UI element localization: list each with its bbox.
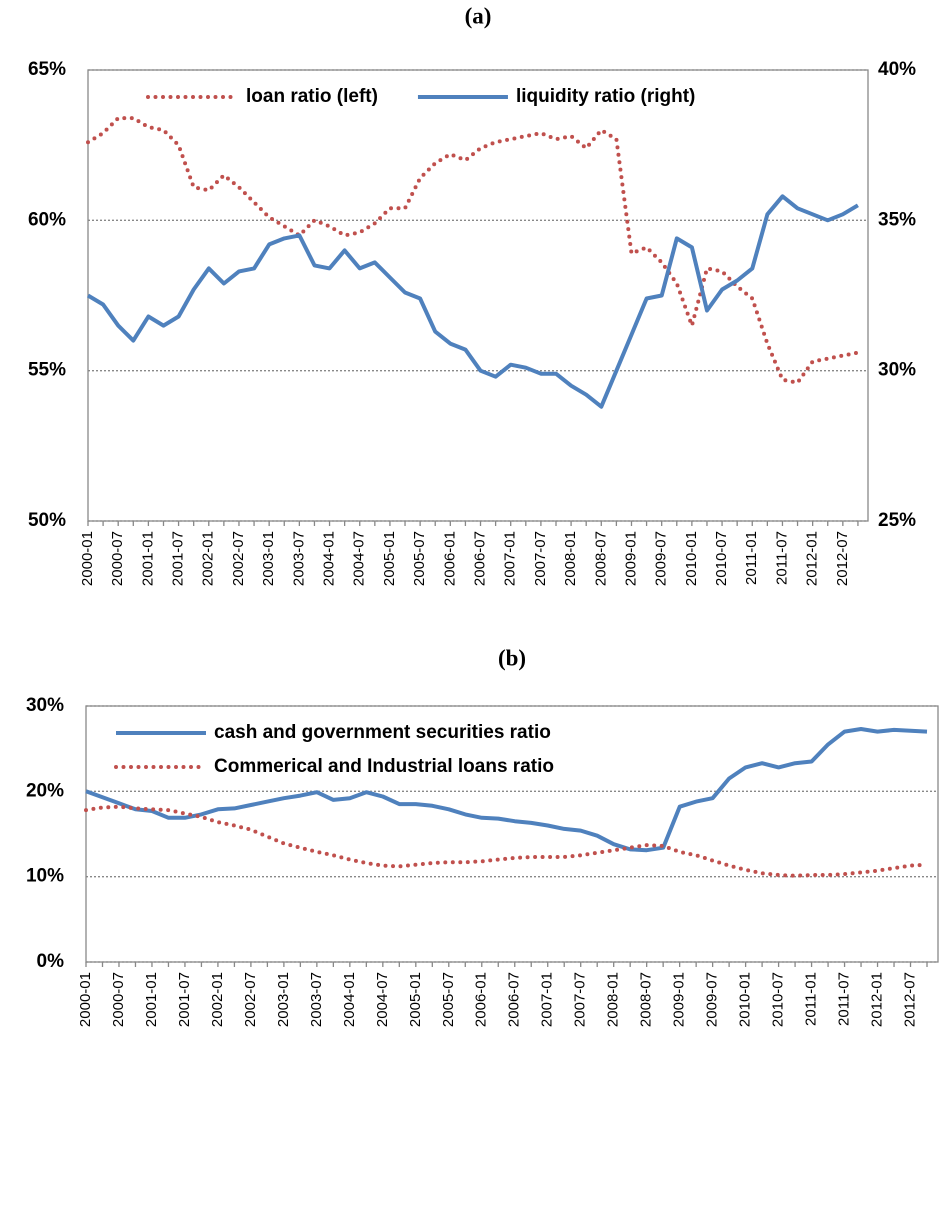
legend-label: liquidity ratio (right) (516, 86, 695, 107)
x-tick-label: 2000-01 (77, 972, 94, 1027)
x-tick-label: 2009-07 (653, 531, 670, 586)
legend-label: loan ratio (left) (246, 86, 378, 107)
x-tick-label: 2012-07 (834, 531, 851, 586)
x-tick-label: 2002-01 (209, 972, 226, 1027)
legend-label: Commerical and Industrial loans ratio (214, 756, 554, 777)
x-tick-label: 2004-01 (341, 972, 358, 1027)
x-tick-label: 2009-01 (671, 972, 688, 1027)
y2-tick-label: 30% (878, 360, 916, 381)
x-tick-label: 2007-07 (572, 972, 589, 1027)
x-tick-label: 2012-07 (901, 972, 918, 1027)
x-tick-label: 2010-01 (737, 972, 754, 1027)
series-line (85, 727, 928, 853)
x-tick-label: 2003-01 (275, 972, 292, 1027)
x-tick-label: 2005-01 (381, 531, 398, 586)
x-tick-label: 2001-01 (143, 972, 160, 1027)
x-tick-label: 2006-07 (506, 972, 523, 1027)
x-tick-label: 2010-07 (713, 531, 730, 586)
x-tick-label: 2011-07 (773, 531, 790, 585)
x-tick-label: 2008-01 (562, 531, 579, 586)
x-tick-label: 2007-07 (532, 531, 549, 586)
x-tick-label: 2001-01 (139, 531, 156, 586)
chart-title: (a) (465, 3, 492, 28)
x-tick-label: 2002-07 (242, 972, 259, 1027)
legend-label: cash and government securities ratio (214, 722, 551, 743)
x-tick-label: 2006-01 (473, 972, 490, 1027)
y-tick-label: 20% (26, 780, 64, 801)
series-line (84, 804, 929, 878)
x-tick-label: 2003-07 (290, 531, 307, 586)
x-tick-label: 2009-07 (704, 972, 721, 1027)
x-tick-label: 2011-01 (803, 972, 820, 1026)
x-tick-label: 2002-01 (200, 531, 217, 586)
y2-tick-label: 40% (878, 59, 916, 80)
x-tick-label: 2001-07 (176, 972, 193, 1027)
x-tick-label: 2008-01 (605, 972, 622, 1027)
x-tick-label: 2007-01 (502, 531, 519, 586)
x-tick-label: 2002-07 (230, 531, 247, 586)
x-tick-label: 2000-07 (109, 531, 126, 586)
x-tick-label: 2003-07 (308, 972, 325, 1027)
x-tick-label: 2004-01 (321, 531, 338, 586)
x-tick-label: 2008-07 (592, 531, 609, 586)
series-line (86, 116, 860, 385)
y-tick-label: 60% (28, 209, 66, 230)
x-tick-label: 2000-01 (79, 531, 96, 586)
y-tick-label: 55% (28, 360, 66, 381)
x-tick-label: 2000-07 (110, 972, 127, 1027)
y-tick-label: 10% (26, 866, 64, 887)
x-tick-label: 2010-01 (683, 531, 700, 586)
x-tick-label: 2005-07 (440, 972, 457, 1027)
plot-frame (85, 705, 939, 963)
x-tick-label: 2005-07 (411, 531, 428, 586)
x-tick-label: 2004-07 (351, 531, 368, 586)
x-tick-label: 2008-07 (638, 972, 655, 1027)
y-tick-label: 65% (28, 59, 66, 80)
x-tick-label: 2007-01 (539, 972, 556, 1027)
x-tick-label: 2011-01 (743, 531, 760, 585)
y-tick-label: 0% (37, 951, 65, 972)
series-line (86, 194, 859, 409)
x-tick-label: 2012-01 (804, 531, 821, 586)
y-tick-label: 50% (28, 510, 66, 531)
y-tick-label: 30% (26, 695, 64, 716)
x-tick-label: 2009-01 (622, 531, 639, 586)
x-tick-label: 2011-07 (836, 972, 853, 1026)
x-tick-label: 2001-07 (170, 531, 187, 586)
x-tick-label: 2010-07 (770, 972, 787, 1027)
x-tick-label: 2006-07 (471, 531, 488, 586)
x-tick-label: 2004-07 (374, 972, 391, 1027)
y2-tick-label: 25% (878, 510, 916, 531)
x-tick-label: 2006-01 (441, 531, 458, 586)
plot-frame (87, 69, 869, 522)
x-tick-label: 2003-01 (260, 531, 277, 586)
x-tick-label: 2005-01 (407, 972, 424, 1027)
x-tick-label: 2012-01 (869, 972, 886, 1027)
chart-title: (b) (498, 645, 526, 670)
y2-tick-label: 35% (878, 209, 916, 230)
